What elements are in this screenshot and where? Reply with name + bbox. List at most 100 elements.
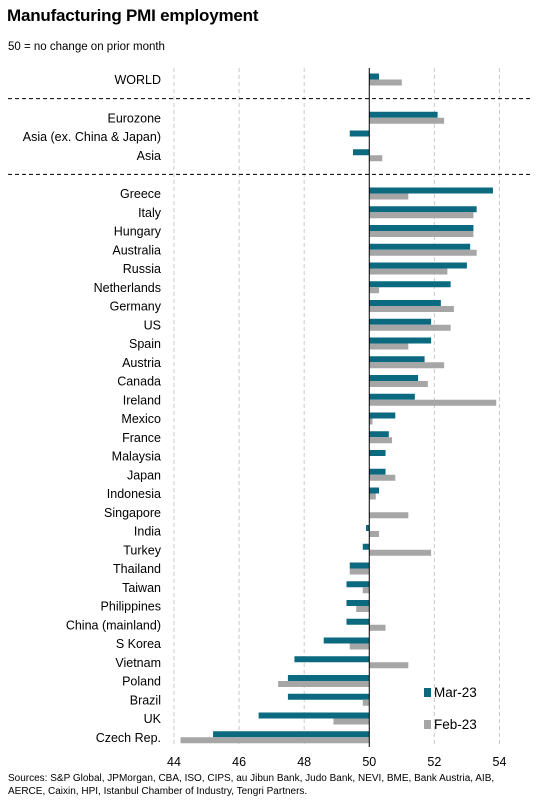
bar-mar-23-thailand: [349, 562, 370, 569]
bar-mar-23-s-korea: [323, 637, 370, 644]
bar-feb-23-australia: [369, 249, 477, 256]
bar-mar-23-china-mainland: [346, 618, 370, 625]
bar-mar-23-world: [369, 73, 380, 80]
category-label-brazil: Brazil: [130, 693, 161, 707]
bar-mar-23-turkey: [362, 543, 370, 550]
bar-feb-23-singapore: [369, 512, 409, 519]
bar-feb-23-vietnam: [369, 662, 409, 669]
category-label-eurozone: Eurozone: [107, 111, 161, 125]
chart-title: Manufacturing PMI employment: [7, 6, 259, 25]
category-label-taiwan: Taiwan: [122, 581, 161, 595]
x-axis-ticks: 44 46 48 50 52 54: [167, 755, 506, 769]
category-label-australia: Australia: [112, 243, 161, 257]
legend-swatch-mar-23: [424, 688, 431, 697]
category-label-canada: Canada: [117, 375, 161, 389]
bar-feb-23-ireland: [369, 399, 497, 406]
bar-mar-23-japan: [369, 468, 386, 475]
bar-mar-23-mexico: [369, 412, 396, 419]
bar-mar-23-asia: [353, 149, 370, 156]
bar-mar-23-india: [366, 525, 370, 531]
category-label-vietnam: Vietnam: [115, 656, 161, 670]
category-label-poland: Poland: [122, 675, 161, 689]
legend-label-mar-23: Mar-23: [434, 685, 477, 700]
bar-feb-23-eurozone: [369, 117, 445, 124]
legend-swatch-feb-23: [424, 720, 431, 729]
bars: [180, 68, 497, 747]
bar-mar-23-taiwan: [346, 581, 370, 588]
bar-feb-23-czech-rep: [180, 737, 370, 744]
category-label-asia: Asia: [137, 149, 161, 163]
bar-mar-23-eurozone: [369, 111, 438, 118]
category-label-austria: Austria: [122, 356, 161, 370]
category-label-indonesia: Indonesia: [107, 487, 161, 501]
category-label-greece: Greece: [120, 187, 161, 201]
category-label-thailand: Thailand: [113, 562, 161, 576]
bar-feb-23-china-mainland: [369, 624, 386, 631]
category-label-singapore: Singapore: [104, 506, 161, 520]
bar-mar-23-greece: [369, 187, 493, 194]
bar-feb-23-mexico: [369, 418, 373, 425]
bar-feb-23-netherlands: [369, 287, 380, 294]
bar-mar-23-spain: [369, 337, 432, 344]
bar-mar-23-russia: [369, 262, 467, 269]
bar-mar-23-philippines: [346, 600, 370, 606]
bar-mar-23-hungary: [369, 225, 474, 231]
category-label-uk: UK: [144, 712, 162, 726]
bar-feb-23-uk: [333, 718, 370, 725]
bar-mar-23-malaysia: [369, 450, 386, 456]
bar-mar-23-italy: [369, 206, 477, 213]
bar-feb-23-hungary: [369, 231, 474, 237]
bar-mar-23-czech-rep: [213, 731, 370, 738]
x-tick-46: 46: [232, 755, 246, 769]
category-label-philippines: Philippines: [101, 600, 161, 614]
bar-feb-23-france: [369, 437, 393, 444]
category-labels: WORLD Eurozone Asia (ex. China & Japan) Asi…: [23, 73, 162, 745]
group-separators: [8, 98, 532, 175]
bar-feb-23-india: [369, 531, 380, 537]
bar-feb-23-s-korea: [349, 643, 370, 650]
category-label-china-mainland: China (mainland): [66, 618, 161, 632]
bar-mar-23-indonesia: [369, 487, 380, 494]
bar-feb-23-philippines: [356, 606, 370, 612]
category-label-spain: Spain: [129, 337, 161, 351]
bar-feb-23-japan: [369, 474, 396, 481]
bar-feb-23-indonesia: [369, 493, 376, 500]
bar-mar-23-us: [369, 318, 432, 325]
category-label-india: India: [134, 525, 161, 539]
bar-mar-23-germany: [369, 300, 441, 306]
category-label-us: US: [144, 318, 161, 332]
category-label-germany: Germany: [110, 300, 162, 314]
category-label-russia: Russia: [123, 262, 161, 276]
category-label-asia-ex-china-japan: Asia (ex. China & Japan): [23, 130, 161, 144]
category-label-malaysia: Malaysia: [112, 450, 161, 464]
bar-feb-23-world: [369, 79, 402, 86]
bar-mar-23-ireland: [369, 393, 415, 400]
category-label-ireland: Ireland: [123, 393, 161, 407]
bar-feb-23-italy: [369, 212, 474, 219]
x-tick-50: 50: [362, 755, 376, 769]
x-tick-44: 44: [167, 755, 181, 769]
bar-feb-23-brazil: [362, 699, 370, 706]
gridlines: [173, 68, 500, 747]
bar-mar-23-vietnam: [294, 656, 370, 663]
bar-mar-23-asia-ex-china-japan: [349, 130, 370, 137]
category-label-mexico: Mexico: [121, 412, 161, 426]
bar-mar-23-austria: [369, 356, 425, 363]
bar-mar-23-poland: [287, 675, 370, 681]
category-label-turkey: Turkey: [123, 543, 161, 557]
bar-feb-23-austria: [369, 362, 445, 369]
category-label-hungary: Hungary: [114, 225, 162, 239]
category-label-netherlands: Netherlands: [94, 281, 161, 295]
category-label-s-korea: S Korea: [116, 637, 161, 651]
category-label-italy: Italy: [138, 206, 162, 220]
bar-feb-23-poland: [278, 681, 370, 687]
category-label-japan: Japan: [127, 468, 161, 482]
bar-feb-23-greece: [369, 193, 409, 200]
category-label-czech-rep: Czech Rep.: [96, 731, 161, 745]
bar-mar-23-brazil: [287, 693, 370, 700]
category-label-world: WORLD: [114, 73, 161, 87]
bar-feb-23-russia: [369, 268, 448, 275]
x-tick-52: 52: [427, 755, 441, 769]
chart-subtitle: 50 = no change on prior month: [8, 41, 165, 53]
